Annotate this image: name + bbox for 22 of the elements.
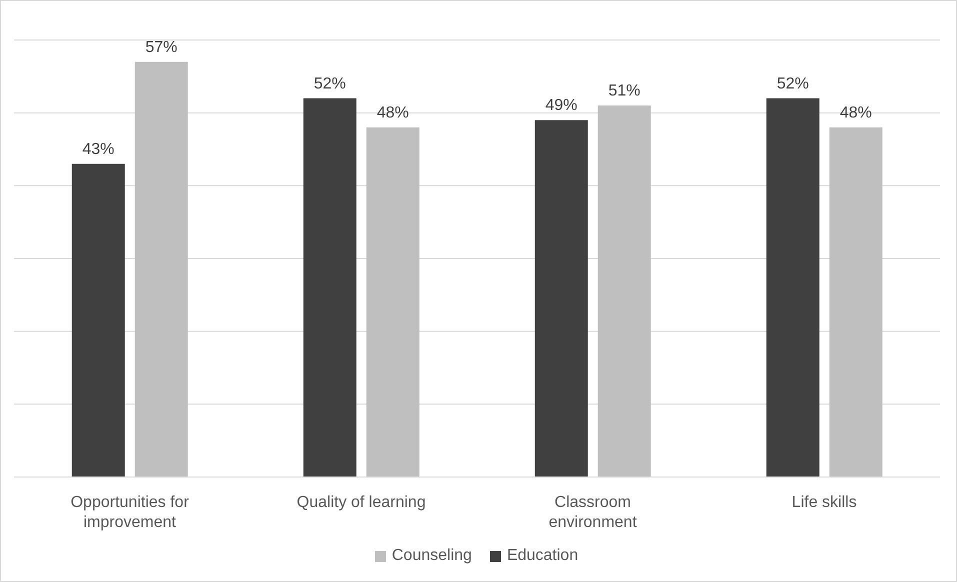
x-tick-label: Quality of learning	[296, 494, 426, 511]
bar	[72, 164, 125, 477]
legend-label: Education	[506, 547, 578, 565]
data-label: 43%	[82, 140, 114, 158]
legend-label: Counseling	[390, 547, 472, 565]
data-label: 48%	[376, 104, 409, 122]
x-tick-label: Classroom environment	[548, 494, 638, 531]
data-label: 52%	[314, 75, 346, 92]
bar	[829, 127, 882, 477]
data-label: 48%	[840, 104, 872, 122]
x-tick-label: Opportunities for improvement	[70, 494, 190, 531]
bar	[303, 98, 356, 477]
bar	[534, 120, 588, 477]
bar	[766, 98, 820, 477]
data-label: 49%	[545, 97, 578, 114]
data-label: 57%	[145, 38, 178, 56]
bar	[598, 106, 651, 477]
data-label: 51%	[608, 82, 640, 100]
bar	[134, 62, 188, 477]
x-tick-label: Life skills	[792, 494, 857, 511]
bar	[366, 127, 420, 477]
data-label: 52%	[776, 75, 809, 92]
